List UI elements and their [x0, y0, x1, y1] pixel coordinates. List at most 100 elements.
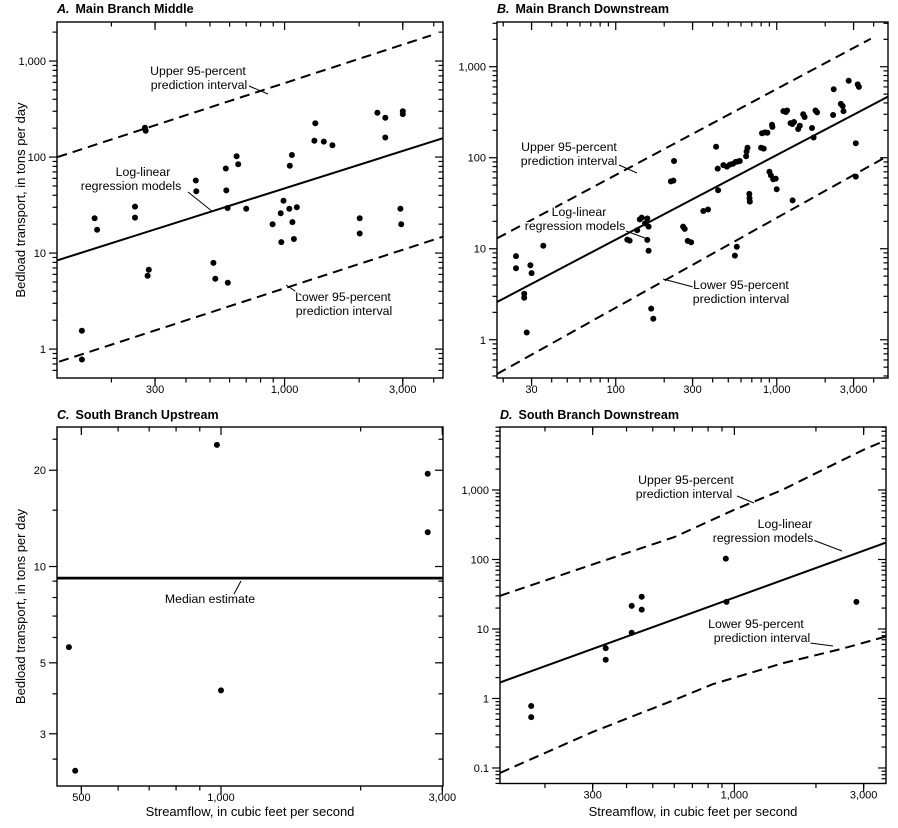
data-point [78, 356, 85, 363]
lower-95-prediction-interval-line [496, 154, 889, 375]
lower-95-label: Lower 95-percent [295, 290, 391, 304]
x-tick-label: 30 [525, 384, 537, 396]
lower-95-label-leader [285, 284, 305, 298]
lower-95-label-leader [662, 278, 698, 289]
data-point [645, 247, 652, 254]
data-point [638, 593, 645, 600]
data-point [289, 219, 296, 226]
data-point [65, 644, 72, 651]
data-point [286, 205, 293, 212]
y-tick-label: 10 [34, 562, 46, 574]
upper-95-label: prediction interval [636, 487, 732, 501]
x-tick-label: 3,000 [429, 792, 457, 804]
data-point [784, 107, 791, 114]
data-point [688, 239, 695, 246]
data-point [212, 275, 219, 282]
data-point [845, 77, 852, 84]
upper-95-prediction-interval-line [499, 439, 887, 597]
upper-95-label-leader [248, 85, 269, 95]
data-point [796, 122, 803, 129]
data-point [222, 165, 229, 172]
lower-95-label: prediction interval [693, 292, 789, 306]
y-tick-label: 0.1 [474, 763, 489, 775]
y-tick-label: 10 [34, 248, 46, 260]
data-point [830, 112, 837, 118]
data-point [278, 239, 285, 246]
y-axis-title: Bedload transport, in tons per day [13, 508, 28, 704]
data-point [602, 645, 609, 652]
data-point [235, 161, 242, 168]
lower-95-label: Lower 95-percent [693, 278, 789, 292]
data-point [513, 265, 519, 272]
y-tick-label: 5 [40, 658, 46, 670]
data-point [602, 656, 609, 663]
panel-title: C. South Branch Upstream [57, 408, 219, 422]
upper-95-label-leader [736, 495, 755, 504]
y-tick-label: 100 [28, 152, 46, 164]
data-point [809, 125, 815, 131]
data-point [736, 158, 743, 164]
data-point [744, 144, 751, 151]
x-tick-label: 3,000 [840, 384, 868, 396]
data-point [528, 270, 535, 277]
data-point [192, 177, 199, 184]
data-point [644, 215, 651, 222]
data-point [772, 175, 779, 182]
regression-label-leader [187, 191, 214, 213]
data-point [280, 197, 287, 204]
plot-border [56, 21, 444, 379]
x-tick-label: 1,000 [763, 384, 791, 396]
lower-95-label: prediction interval [296, 304, 392, 318]
data-point [714, 165, 721, 172]
y-tick-label: 1 [40, 344, 46, 356]
data-point [243, 205, 250, 212]
x-tick-label: 300 [583, 790, 601, 802]
data-point [671, 158, 677, 164]
log-linear-regression-line [496, 95, 889, 303]
data-point [142, 127, 149, 134]
panel-a: 300 1,000 3,000 1 10 100 1,000 Upper 95-percent… [13, 2, 444, 396]
x-tick-label: 500 [72, 792, 90, 804]
lower-95-label: prediction interval [714, 631, 810, 645]
data-point [681, 225, 688, 232]
data-point [650, 315, 657, 322]
x-axis-title: Streamflow, in cubic feet per second [589, 804, 798, 819]
data-point [72, 767, 79, 774]
lower-95-prediction-interval-line [58, 235, 444, 363]
plot-border [499, 426, 887, 785]
y-tick-label: 10 [477, 624, 489, 636]
data-point [382, 114, 389, 121]
upper-95-label: prediction interval [521, 154, 617, 168]
data-point [645, 223, 652, 230]
lower-95-prediction-interval-line [499, 635, 887, 774]
regression-label: Log-linear [552, 205, 607, 219]
data-point [715, 187, 722, 194]
data-point [218, 687, 224, 694]
y-tick-label: 100 [468, 153, 486, 165]
median-estimate-label: Median estimate [165, 592, 255, 606]
data-point [397, 205, 404, 212]
data-point [293, 204, 300, 211]
data-point [723, 598, 730, 605]
data-point [286, 162, 293, 169]
regression-label-leader [625, 230, 646, 239]
data-point [145, 266, 152, 273]
data-point [224, 279, 231, 286]
data-point [731, 252, 738, 259]
data-point [213, 441, 220, 448]
plot-border [56, 426, 444, 787]
x-tick-label: 100 [607, 384, 625, 396]
y-tick-label: 1,000 [458, 62, 486, 74]
data-point [91, 215, 98, 222]
x-tick-label: 3,000 [389, 384, 417, 396]
regression-label: Log-linear [116, 165, 171, 179]
data-point [223, 187, 230, 194]
data-point [769, 123, 776, 130]
data-point [540, 242, 547, 249]
data-point [277, 210, 284, 217]
data-point [648, 305, 655, 312]
x-tick-label: 3,000 [850, 790, 878, 802]
data-point [638, 606, 645, 613]
data-point [853, 598, 860, 605]
